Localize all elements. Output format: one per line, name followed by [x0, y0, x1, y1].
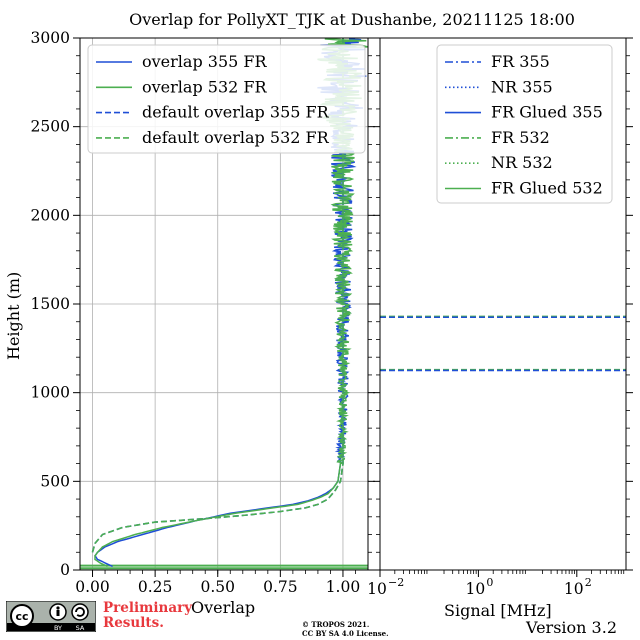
x-tick-label: 0.50 [200, 578, 235, 596]
log-x-tick-exponent: 2 [585, 576, 592, 589]
y-tick-label: 3000 [31, 29, 70, 47]
log-x-tick-exponent: −2 [388, 576, 404, 589]
legend-right-label: FR Glued 355 [491, 103, 603, 122]
legend-left-label: overlap 532 FR [142, 77, 268, 96]
legend-right-label: FR 532 [491, 128, 550, 147]
cc-badge-by-text: BY [54, 624, 62, 632]
x-tick-label: 1.00 [326, 578, 361, 596]
legend-left-label: default overlap 355 FR [142, 103, 330, 122]
license-note: © TROPOS 2021. CC BY SA 4.0 License. [302, 620, 389, 638]
y-tick-label: 2500 [31, 118, 70, 136]
cc-badge-main-text: cc [15, 610, 28, 623]
y-tick-label: 1500 [31, 295, 70, 313]
cc-license-badge: cc BY SA [6, 601, 96, 632]
x-tick-label: 0.25 [138, 578, 173, 596]
log-x-tick-label: 10 [564, 580, 584, 598]
cc-icon [10, 604, 34, 628]
legend-right-label: NR 355 [491, 77, 553, 96]
version-label: Version 3.2 [526, 618, 617, 637]
license-line-2: CC BY SA 4.0 License. [302, 629, 389, 638]
preliminary-results-note: Preliminary Results. [103, 601, 192, 631]
legend-right-label: FR 355 [491, 52, 550, 71]
legend-right-label: NR 532 [491, 153, 553, 172]
preliminary-line-1: Preliminary [103, 600, 193, 616]
x-axis-label-overlap: Overlap [191, 598, 256, 617]
sa-icon [71, 603, 89, 621]
cc-badge-sa-text: SA [76, 624, 85, 632]
y-tick-label: 2000 [31, 206, 70, 224]
log-x-tick-label: 10 [466, 580, 486, 598]
license-line-1: © TROPOS 2021. [302, 620, 370, 629]
legend-left-box [87, 44, 366, 154]
y-tick-label: 1000 [31, 384, 70, 402]
legend-right-box [436, 44, 613, 204]
x-tick-label: 0.00 [75, 578, 110, 596]
log-x-tick-label: 10 [367, 580, 387, 598]
series-line-3 [91, 38, 344, 553]
y-axis-label: Height (m) [4, 271, 23, 360]
preliminary-line-2: Results. [103, 615, 164, 631]
x-tick-label: 0.75 [263, 578, 298, 596]
y-tick-label: 0 [60, 561, 70, 579]
y-tick-label: 500 [40, 472, 70, 490]
log-x-tick-exponent: 0 [486, 576, 493, 589]
legend-left-label: default overlap 532 FR [142, 128, 330, 147]
chart-title: Overlap for PollyXT_TJK at Dushanbe, 202… [129, 10, 575, 29]
x-axis-label-signal: Signal [MHz] [444, 601, 552, 620]
legend-right-label: FR Glued 532 [491, 179, 603, 198]
legend-left-label: overlap 355 FR [142, 52, 268, 71]
